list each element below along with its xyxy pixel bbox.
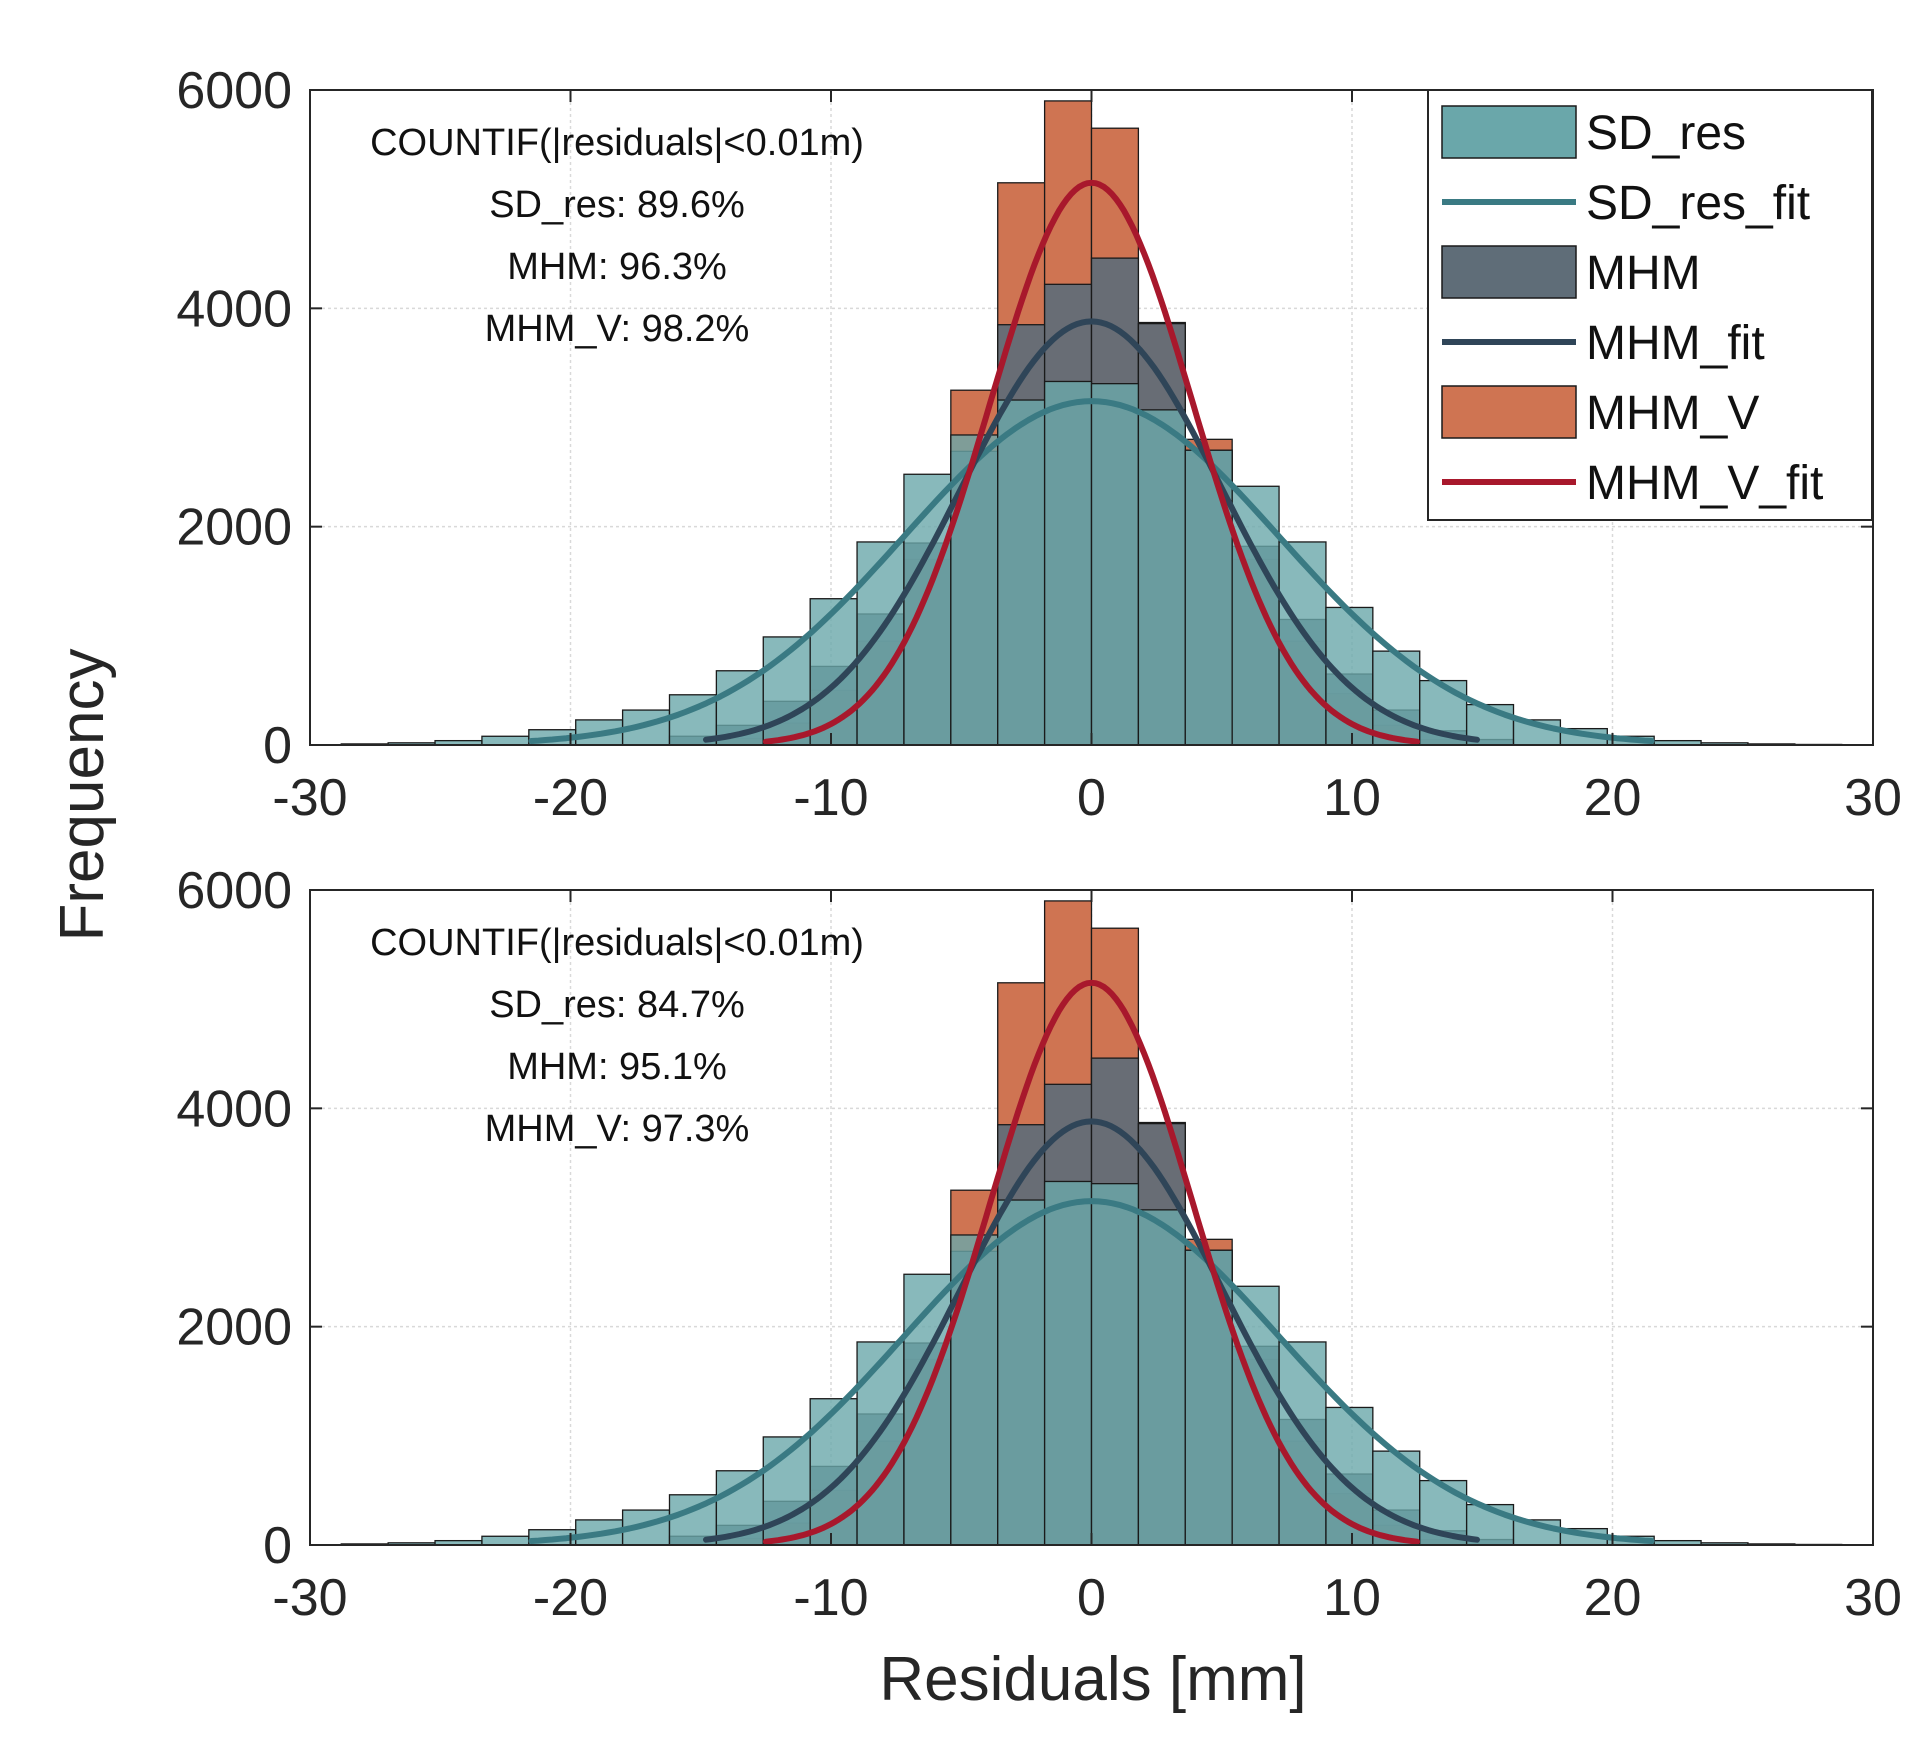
legend-swatch — [1441, 385, 1577, 439]
legend-item-mhm-fit: MHM_fit — [1442, 317, 1765, 370]
x-tick-label: -30 — [272, 1569, 347, 1627]
histogram-bar — [1137, 1209, 1186, 1546]
legend-item-sd-res: SD_res — [1441, 105, 1746, 160]
legend-item-sd-res-fit: SD_res_fit — [1442, 177, 1810, 230]
legend-item-mhm-v: MHM_V — [1441, 385, 1759, 440]
histogram-bar — [1278, 1341, 1327, 1546]
fit-curve-mhm-fit — [703, 1118, 1480, 1543]
histogram-sd-res — [340, 1180, 1843, 1546]
x-tick-label: -10 — [793, 769, 868, 827]
annotation-line: COUNTIF(|residuals|<0.01m) — [370, 122, 864, 164]
histogram-bar — [856, 541, 905, 746]
x-tick-label: -20 — [533, 1569, 608, 1627]
legend: SD_res SD_res_fit MHM MHM_fit MHM_V MHM_V_fit — [1427, 89, 1873, 521]
legend-item-mhm-v-fit: MHM_V_fit — [1442, 457, 1823, 510]
legend-item-mhm: MHM — [1441, 245, 1701, 300]
x-tick-label: 20 — [1584, 769, 1642, 827]
histogram-bar — [1090, 383, 1140, 746]
x-tick-label: 0 — [1077, 1569, 1106, 1627]
histogram-bar — [1043, 1180, 1093, 1546]
legend-label: SD_res — [1586, 107, 1746, 160]
annotation-line: SD_res: 89.6% — [489, 184, 745, 226]
histogram-bar — [1137, 409, 1186, 746]
y-axis-label: Frequency — [48, 649, 117, 942]
chart-panel-2: -30 -20 -10 0 10 20 30 0 2000 4000 6000 COUNTIF(|re… — [176, 862, 1902, 1627]
legend-box — [1427, 89, 1873, 521]
annotation-line: COUNTIF(|residuals|<0.01m) — [370, 922, 864, 964]
x-tick-label: 10 — [1323, 1569, 1381, 1627]
fit-curve-mhm-fit — [703, 318, 1480, 743]
legend-label: MHM_fit — [1586, 317, 1765, 370]
y-tick-label: 6000 — [176, 62, 292, 120]
annotation-line: MHM_V: 97.3% — [485, 1108, 750, 1150]
y-tick-label: 4000 — [176, 1080, 292, 1138]
histogram-bar — [997, 1199, 1046, 1546]
annotation-countif: COUNTIF(|residuals|<0.01m) SD_res: 84.7% M… — [370, 922, 864, 1150]
fit-curve-sd-res-fit — [528, 398, 1655, 744]
histogram-bar — [481, 735, 530, 746]
fit-curve-mhm-v-fit — [762, 179, 1421, 745]
histogram-bar — [1278, 541, 1327, 746]
y-tick-label: 2000 — [176, 499, 292, 557]
annotation-line: MHM: 95.1% — [507, 1046, 727, 1088]
x-axis-label: Residuals [mm] — [879, 1645, 1306, 1714]
legend-label: MHM — [1586, 247, 1701, 300]
x-tick-label: -30 — [272, 769, 347, 827]
legend-swatch — [1441, 245, 1577, 299]
x-tick-label: 10 — [1323, 769, 1381, 827]
histogram-bar — [856, 1341, 905, 1546]
annotation-line: SD_res: 84.7% — [489, 984, 745, 1026]
annotation-countif: COUNTIF(|residuals|<0.01m) SD_res: 89.6% M… — [370, 122, 864, 350]
fit-curve-sd-res-fit — [528, 1198, 1655, 1544]
histogram-bar — [1090, 1183, 1140, 1546]
histogram-bar — [997, 399, 1046, 746]
legend-swatch — [1441, 105, 1577, 159]
x-tick-label: 0 — [1077, 769, 1106, 827]
x-tick-label: 20 — [1584, 1569, 1642, 1627]
histogram-bar — [481, 1535, 530, 1546]
y-tick-label: 6000 — [176, 862, 292, 920]
x-tick-label: 30 — [1844, 769, 1902, 827]
chart-panel-1: -30 -20 -10 0 10 20 30 0 2000 4000 6000 COUNTIF(|re… — [176, 62, 1902, 827]
annotation-line: MHM_V: 98.2% — [485, 308, 750, 350]
legend-label: SD_res_fit — [1586, 177, 1810, 230]
histogram-bar — [1043, 380, 1093, 746]
y-tick-label: 4000 — [176, 280, 292, 338]
annotation-line: MHM: 96.3% — [507, 246, 727, 288]
x-tick-label: 30 — [1844, 1569, 1902, 1627]
x-tick-label: -20 — [533, 769, 608, 827]
y-tick-label: 2000 — [176, 1299, 292, 1357]
fit-curve-mhm-v-fit — [762, 979, 1421, 1545]
x-tick-label: -10 — [793, 1569, 868, 1627]
legend-label: MHM_V — [1586, 387, 1759, 440]
y-tick-label: 0 — [263, 717, 292, 775]
legend-label: MHM_V_fit — [1586, 457, 1823, 510]
y-tick-label: 0 — [263, 1517, 292, 1575]
